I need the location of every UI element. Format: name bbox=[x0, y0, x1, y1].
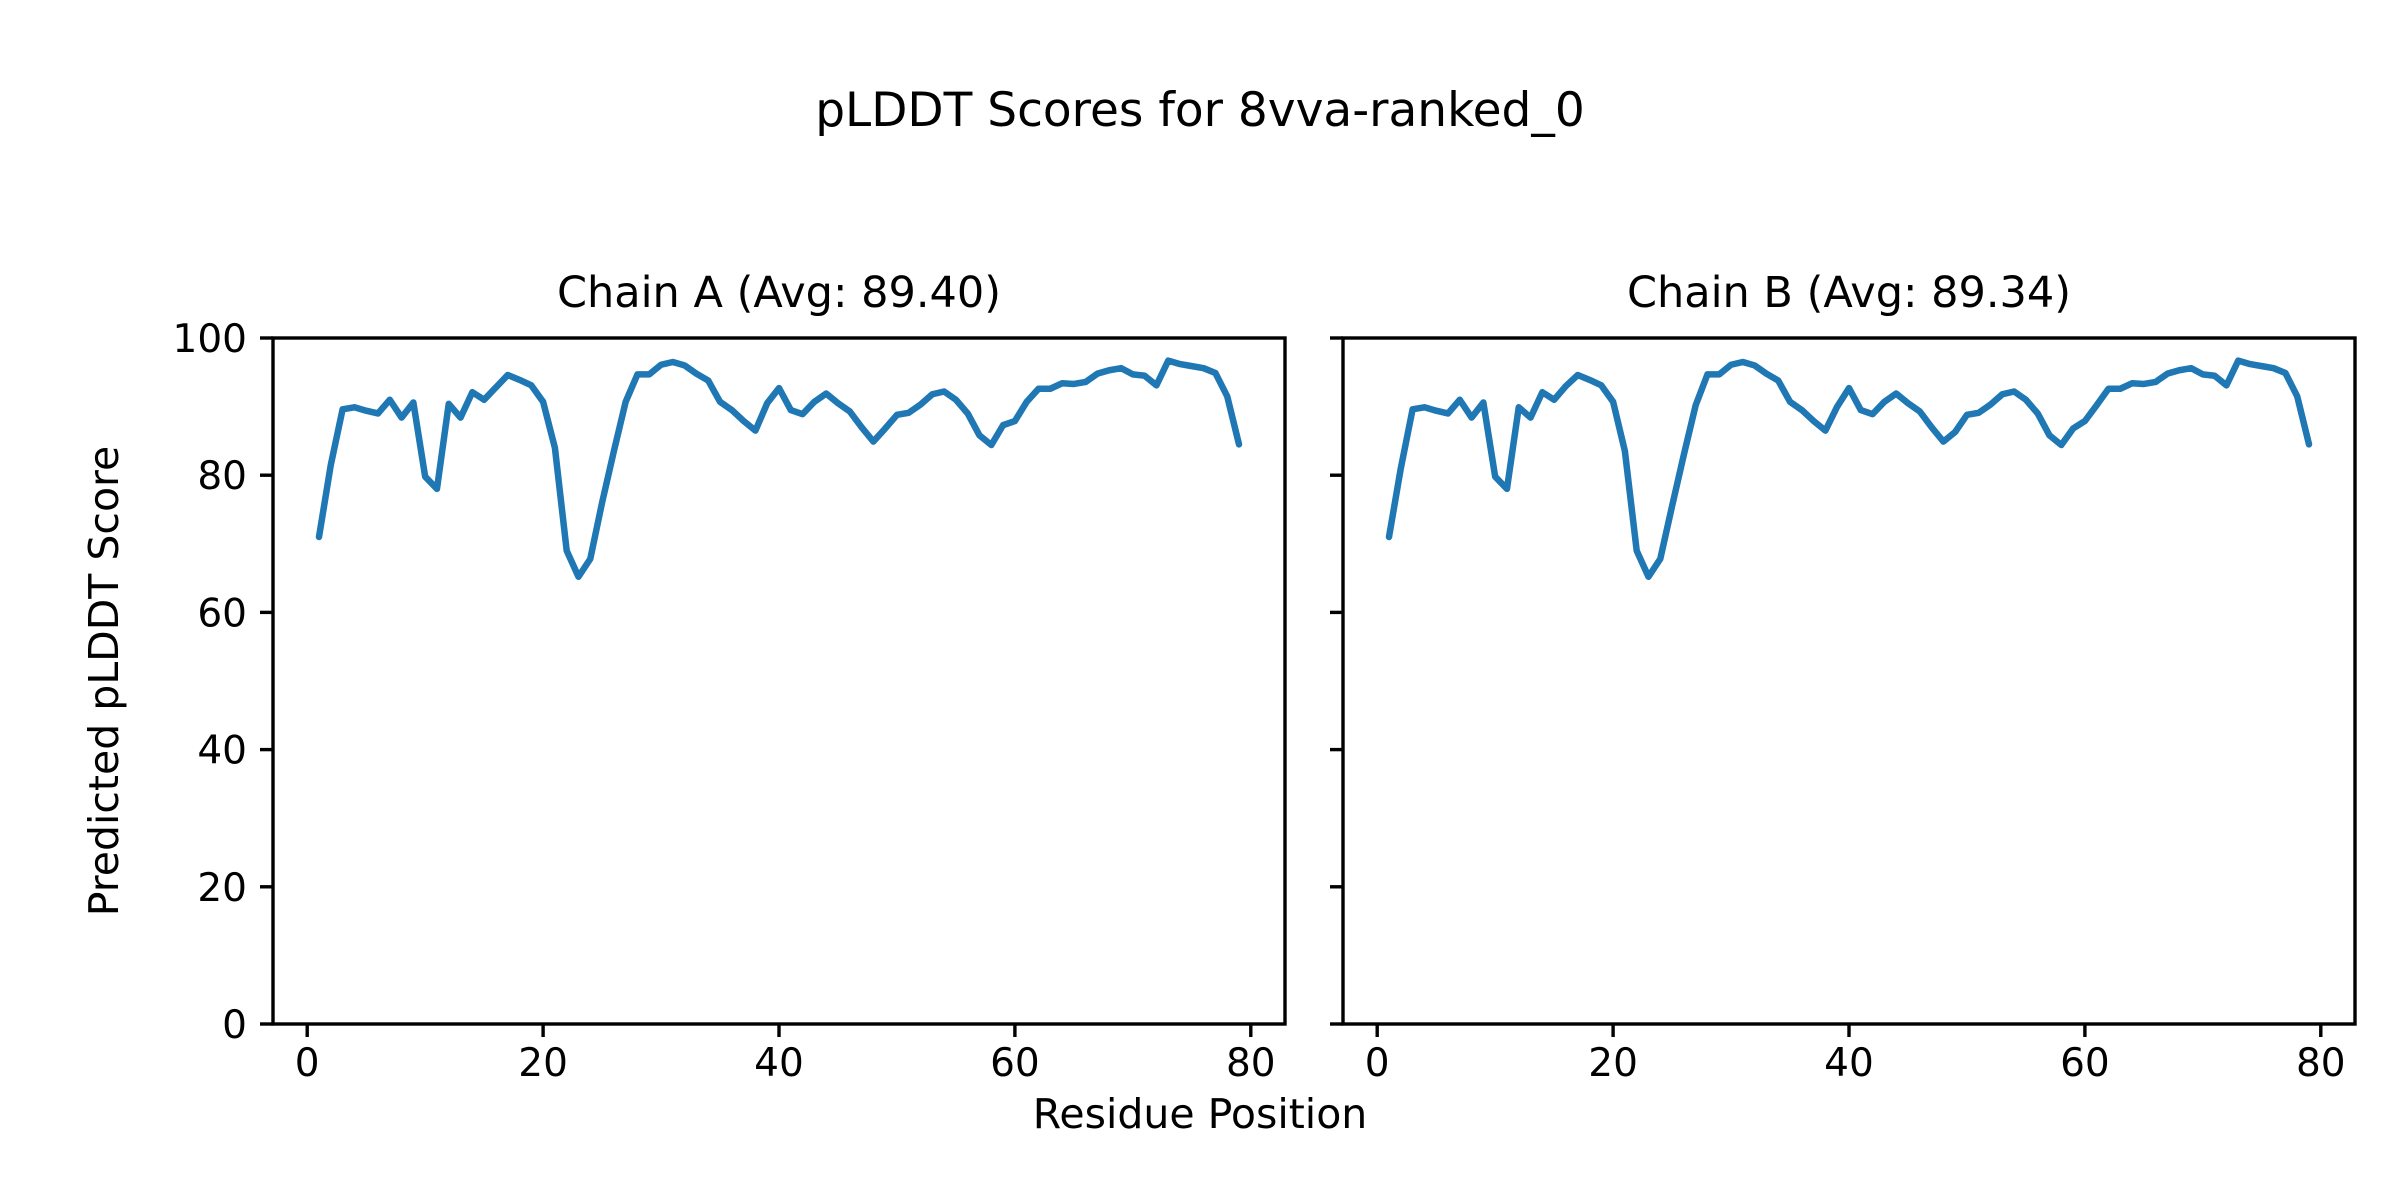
chain-b-axes: 0 20 40 60 80 bbox=[1330, 336, 2357, 1086]
chain-a-spines bbox=[271, 336, 1287, 1026]
chain-a-xtick-label: 20 bbox=[518, 1041, 568, 1086]
chain-a-xtick-label: 80 bbox=[1226, 1041, 1276, 1086]
chain-a-xtick-label: 60 bbox=[990, 1041, 1040, 1086]
chain-a-xtick-label: 0 bbox=[295, 1041, 320, 1086]
chain-a-xtick-label: 40 bbox=[754, 1041, 804, 1086]
chain-a-ytick-label: 100 bbox=[173, 317, 247, 362]
chain-b-subplot-title: Chain B (Avg: 89.34) bbox=[1626, 268, 2072, 318]
chain-a-ytick-label: 20 bbox=[197, 866, 247, 911]
chain-b-xtick-label: 40 bbox=[1824, 1041, 1874, 1086]
chain-b-xtick-label: 0 bbox=[1365, 1041, 1390, 1086]
x-axis-label: Residue Position bbox=[1032, 1090, 1368, 1138]
chain-a-ytick-label: 40 bbox=[197, 729, 247, 774]
chain-a-plddt-line bbox=[315, 357, 1243, 580]
chain-a-ytick-label: 80 bbox=[197, 454, 247, 499]
chain-b-xtick-label: 60 bbox=[2060, 1041, 2110, 1086]
chain-a-ytick-label: 0 bbox=[222, 1003, 247, 1048]
chain-b-xtick-label: 20 bbox=[1588, 1041, 1638, 1086]
chain-a-ytick-label: 60 bbox=[197, 591, 247, 636]
chain-b-spines bbox=[1341, 336, 2357, 1026]
figure-title: pLDDT Scores for 8vva-ranked_0 bbox=[815, 83, 1585, 138]
chain-b-plddt-line bbox=[1385, 357, 2313, 580]
chain-a-axes: 0 20 40 60 80 0 20 40 60 80 100 bbox=[173, 317, 1287, 1086]
chain-a-subplot-title: Chain A (Avg: 89.40) bbox=[556, 268, 1002, 318]
chain-b-xtick-label: 80 bbox=[2296, 1041, 2346, 1086]
